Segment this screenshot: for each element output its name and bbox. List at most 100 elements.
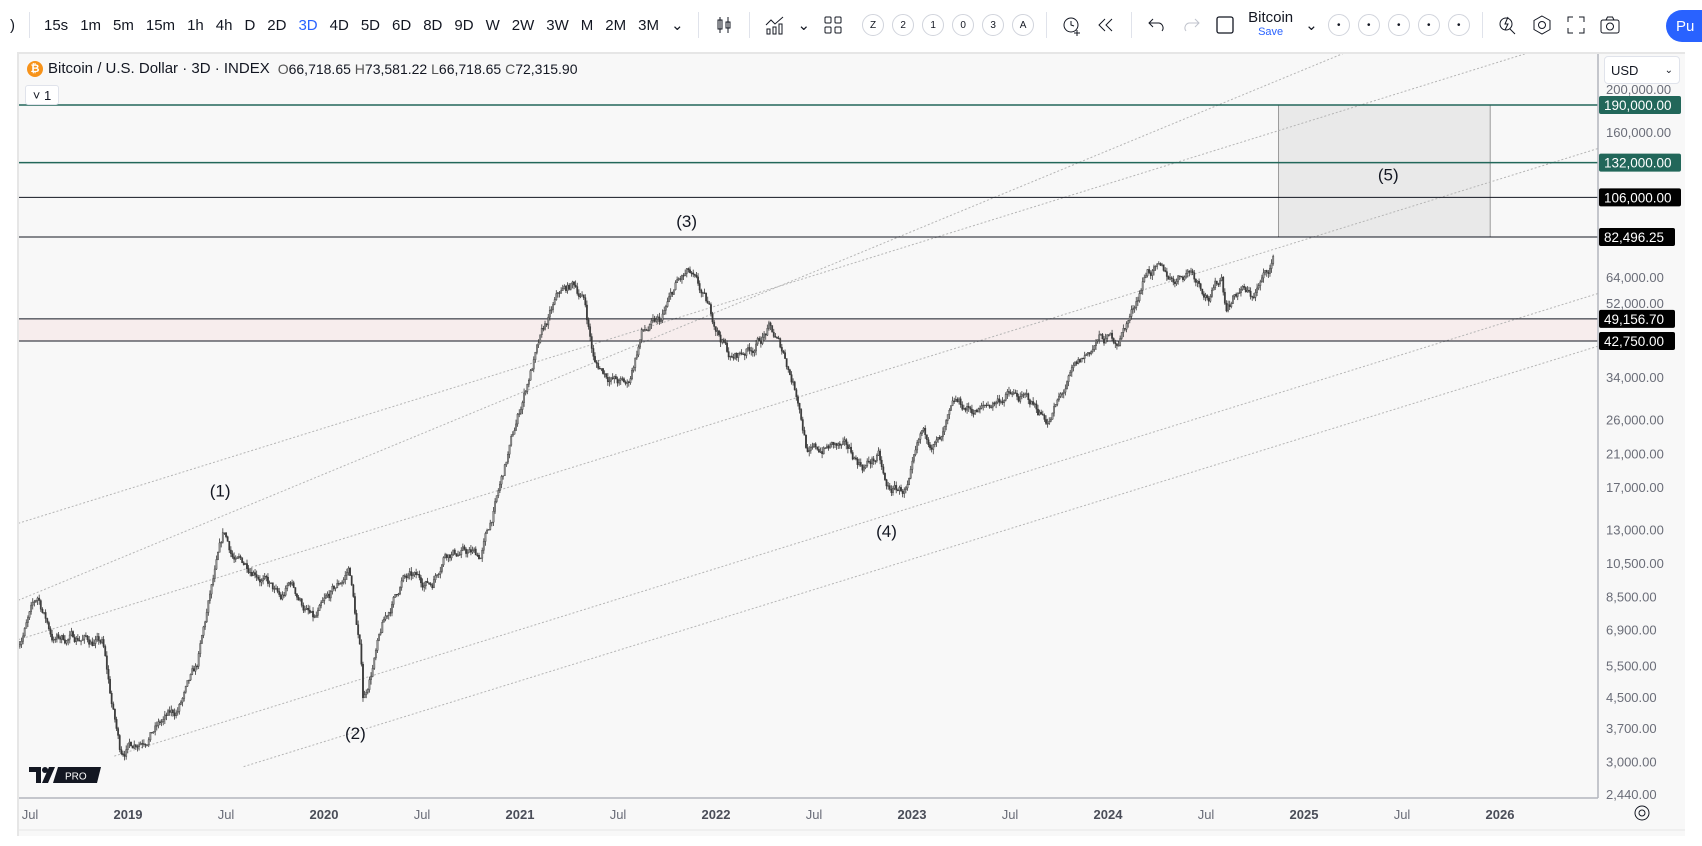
tradingview-pro-logo[interactable]: PRO	[29, 766, 101, 789]
candle-body	[325, 595, 327, 599]
interval-3D[interactable]: 3D	[298, 16, 318, 34]
candle-body	[154, 725, 157, 732]
interval-6D[interactable]: 6D	[392, 16, 412, 34]
interval-2D[interactable]: 2D	[267, 16, 287, 34]
candle-body	[426, 580, 429, 583]
number-button-3[interactable]: 3	[982, 14, 1005, 36]
candle-body	[176, 711, 179, 714]
candle-body	[972, 413, 975, 415]
interval-3W[interactable]: 3W	[546, 16, 569, 34]
candle-body	[621, 378, 624, 380]
symbol-title[interactable]: Bitcoin / U.S. Dollar · 3D · INDEX	[48, 60, 270, 77]
candle-body	[73, 636, 76, 642]
candle-body	[1067, 375, 1070, 383]
dot-button[interactable]: •	[1447, 14, 1470, 36]
candle-body	[921, 430, 923, 434]
interval-M[interactable]: M	[580, 16, 594, 34]
interval-4h[interactable]: 4h	[215, 16, 233, 34]
candle-body	[452, 549, 455, 556]
candle-body	[1269, 268, 1271, 274]
dot-button[interactable]: •	[1417, 14, 1440, 36]
date-tick-label: Jul	[806, 807, 823, 822]
candle-body	[1270, 263, 1273, 269]
layout-chevron-icon[interactable]: ⌄	[1305, 17, 1318, 34]
collapse-indicators-button[interactable]: ˅ 1	[25, 85, 59, 105]
interval-4D[interactable]: 4D	[329, 16, 349, 34]
candle-body	[49, 628, 52, 635]
publish-button[interactable]: Pu	[1666, 10, 1702, 42]
candle-body	[1056, 399, 1059, 405]
number-button-A[interactable]: A	[1012, 14, 1035, 36]
candle-body	[455, 553, 458, 557]
candle-body	[373, 657, 376, 669]
settings-icon[interactable]	[1525, 8, 1559, 42]
interval-9D[interactable]: 9D	[454, 16, 474, 34]
dot-button[interactable]: •	[1387, 14, 1410, 36]
candle-body	[864, 465, 867, 469]
interval-2M[interactable]: 2M	[605, 16, 627, 34]
candle-body	[797, 396, 799, 404]
undo-icon[interactable]	[1140, 8, 1174, 42]
candle-body	[1212, 287, 1215, 291]
replay-icon[interactable]	[1089, 8, 1123, 42]
candle-body	[1222, 277, 1225, 293]
candle-body	[606, 377, 609, 382]
interval-2W[interactable]: 2W	[511, 16, 535, 34]
interval-15m[interactable]: 15m	[145, 16, 176, 34]
interval-1h[interactable]: 1h	[187, 16, 204, 34]
interval-D[interactable]: D	[244, 16, 256, 34]
camera-icon[interactable]	[1593, 8, 1627, 42]
currency-select[interactable]: USD ⌄	[1604, 56, 1680, 84]
interval-5D[interactable]: 5D	[360, 16, 381, 34]
number-button-0[interactable]: 0	[952, 14, 975, 36]
number-button-Z[interactable]: Z	[862, 14, 885, 36]
fullscreen-icon[interactable]	[1559, 8, 1593, 42]
interval-5m[interactable]: 5m	[113, 16, 134, 34]
interval-1m[interactable]: 1m	[80, 16, 102, 34]
candle-body	[233, 556, 236, 560]
candle-body	[838, 443, 841, 446]
chart-settings-gear-icon[interactable]	[1630, 801, 1654, 825]
box-icon[interactable]	[1208, 8, 1242, 42]
interval-8D[interactable]: 8D	[423, 16, 443, 34]
candle-body	[1254, 292, 1257, 298]
candle-body	[1143, 277, 1146, 282]
candle-body	[616, 378, 619, 384]
layout-name-button[interactable]: Bitcoin Save	[1248, 10, 1293, 40]
indicators-chevron-icon[interactable]: ⌄	[797, 17, 811, 34]
candles-icon[interactable]	[707, 8, 741, 42]
number-button-2[interactable]: 2	[892, 14, 915, 36]
candle-body	[589, 326, 592, 337]
interval-15s[interactable]: 15s	[44, 16, 69, 34]
candle-body	[1114, 342, 1117, 345]
dot-button[interactable]: •	[1357, 14, 1380, 36]
candle-body	[218, 542, 221, 553]
candle-body	[365, 692, 368, 695]
candle-body	[1070, 367, 1073, 373]
candle-body	[942, 431, 944, 437]
number-button-1[interactable]: 1	[922, 14, 945, 36]
alert-icon[interactable]	[1055, 8, 1089, 42]
candle-body	[987, 404, 989, 406]
redo-icon[interactable]	[1174, 8, 1208, 42]
panel-toggle-button[interactable]: )	[10, 16, 15, 34]
candle-body	[1127, 320, 1130, 324]
quick-search-icon[interactable]	[1491, 8, 1525, 42]
candle-body	[610, 377, 612, 382]
indicators-icon[interactable]	[758, 8, 792, 42]
interval-dropdown-chevron-icon[interactable]: ⌄	[670, 17, 684, 34]
candle-body	[283, 594, 285, 596]
candle-body	[1256, 287, 1258, 293]
time-axis[interactable]: Jul 2019 Jul 2020 Jul 2021 Jul 2022 Jul 2023 Jul 20…	[22, 807, 1515, 822]
candle-body	[449, 554, 451, 559]
candle-body	[721, 339, 724, 343]
candle-body	[1066, 381, 1068, 390]
layouts-icon[interactable]	[816, 8, 850, 42]
candle-body	[118, 735, 121, 750]
candle-body	[553, 299, 556, 305]
interval-W[interactable]: W	[485, 16, 500, 34]
interval-3M[interactable]: 3M	[638, 16, 659, 34]
candle-body	[65, 640, 68, 644]
price-axis[interactable]: 200,000.00 160,000.00 64,000.00 52,000.00 34…	[1599, 82, 1681, 802]
dot-button[interactable]: •	[1327, 14, 1350, 36]
